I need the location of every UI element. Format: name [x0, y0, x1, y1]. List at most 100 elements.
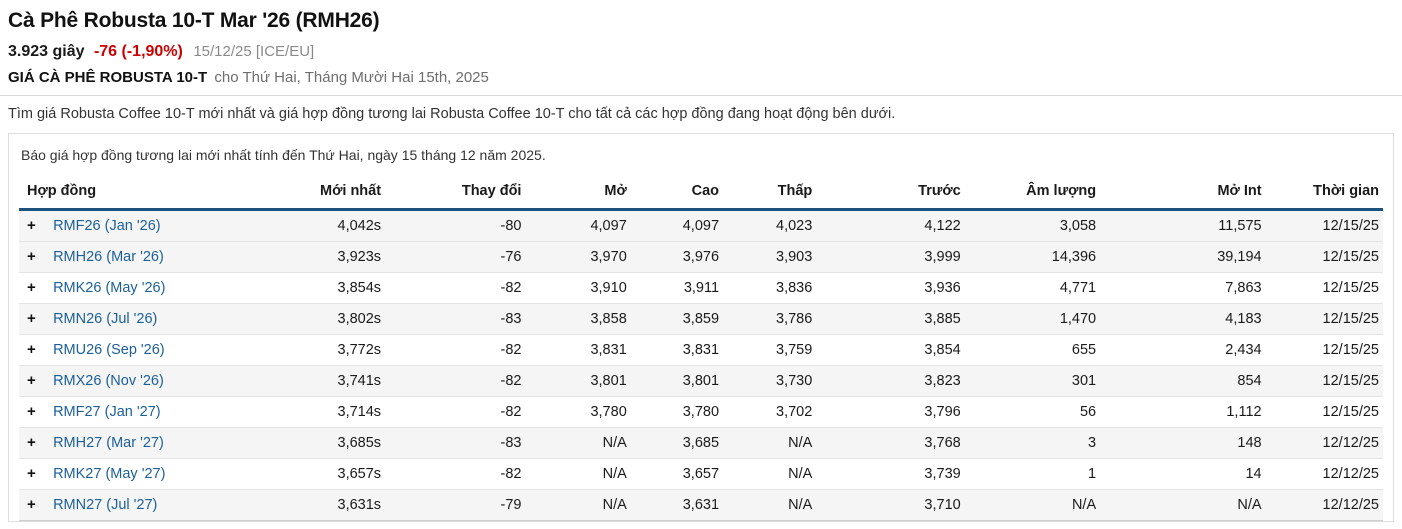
- expand-row-icon[interactable]: +: [27, 465, 36, 482]
- cell-low: 3,730: [723, 365, 817, 397]
- table-row: + RMF26 (Jan '26) 4,042s -80 4,097 4,097…: [19, 209, 1383, 242]
- cell-change: -79: [385, 489, 526, 521]
- cell-time: 12/15/25: [1265, 334, 1383, 366]
- contract-link[interactable]: RMF26 (Jan '26): [53, 218, 161, 234]
- cell-low: 3,836: [723, 272, 817, 304]
- cell-low: 3,903: [723, 241, 817, 273]
- cell-previous: 3,739: [816, 458, 965, 490]
- cell-change: -83: [385, 427, 526, 459]
- cell-open: 3,858: [525, 303, 631, 335]
- cell-time: 12/15/25: [1265, 209, 1383, 242]
- cell-high: 3,911: [630, 272, 724, 304]
- table-row: + RMN27 (Jul '27) 3,631s -79 N/A 3,631 N…: [19, 489, 1383, 521]
- cell-change: -82: [385, 334, 526, 366]
- table-row: + RMX26 (Nov '26) 3,741s -82 3,801 3,801…: [19, 365, 1383, 397]
- contract-link[interactable]: RMK26 (May '26): [53, 280, 166, 296]
- cell-last: 3,714s: [279, 396, 386, 428]
- futures-table: Hợp đồng Mới nhất Thay đổi Mở Cao Thấp T…: [19, 175, 1383, 521]
- table-row: + RMN26 (Jul '26) 3,802s -83 3,858 3,859…: [19, 303, 1383, 335]
- cell-change: -82: [385, 396, 526, 428]
- contract-link[interactable]: RMN27 (Jul '27): [53, 497, 158, 513]
- expand-row-icon[interactable]: +: [27, 279, 36, 296]
- cell-high: 3,631: [630, 489, 724, 521]
- cell-volume: 4,771: [964, 272, 1101, 304]
- contract-link[interactable]: RMH27 (Mar '27): [53, 435, 164, 451]
- expand-row-icon[interactable]: +: [27, 248, 36, 265]
- cell-high: 3,859: [630, 303, 724, 335]
- expand-row-icon[interactable]: +: [27, 434, 36, 451]
- as-of-note: Báo giá hợp đồng tương lai mới nhất tính…: [21, 147, 546, 163]
- cell-low: 4,023: [723, 209, 817, 242]
- cell-previous: 3,796: [816, 396, 965, 428]
- contract-link[interactable]: RMK27 (May '27): [53, 466, 166, 482]
- column-header-high: Cao: [630, 175, 724, 211]
- cell-openint: 14: [1100, 458, 1266, 490]
- column-header-contract: Hợp đồng: [19, 175, 280, 211]
- cell-low: 3,786: [723, 303, 817, 335]
- expand-row-icon[interactable]: +: [27, 341, 36, 358]
- expand-row-icon[interactable]: +: [27, 403, 36, 420]
- cell-time: 12/12/25: [1265, 489, 1383, 521]
- cell-high: 3,780: [630, 396, 724, 428]
- quote-date-source: 15/12/25 [ICE/EU]: [193, 43, 315, 60]
- subtitle-date: cho Thứ Hai, Tháng Mười Hai 15th, 2025: [214, 69, 489, 86]
- cell-change: -82: [385, 365, 526, 397]
- cell-time: 12/15/25: [1265, 241, 1383, 273]
- section-divider: [0, 95, 1402, 96]
- column-header-last: Mới nhất: [279, 175, 386, 211]
- cell-open: 3,801: [525, 365, 631, 397]
- cell-last: 3,741s: [279, 365, 386, 397]
- cell-previous: 3,885: [816, 303, 965, 335]
- cell-openint: 11,575: [1100, 209, 1266, 242]
- cell-high: 3,657: [630, 458, 724, 490]
- cell-volume: 301: [964, 365, 1101, 397]
- cell-last: 4,042s: [279, 209, 386, 242]
- cell-openint: 1,112: [1100, 396, 1266, 428]
- cell-change: -80: [385, 209, 526, 242]
- futures-table-body: + RMF26 (Jan '26) 4,042s -80 4,097 4,097…: [19, 209, 1383, 521]
- cell-change: -82: [385, 272, 526, 304]
- cell-last: 3,802s: [279, 303, 386, 335]
- contract-link[interactable]: RMU26 (Sep '26): [53, 342, 165, 358]
- cell-openint: 148: [1100, 427, 1266, 459]
- table-row: + RMF27 (Jan '27) 3,714s -82 3,780 3,780…: [19, 396, 1383, 428]
- page-title: Cà Phê Robusta 10-T Mar '26 (RMH26): [8, 9, 380, 32]
- cell-previous: 3,999: [816, 241, 965, 273]
- price-line: 3.923 giây -76 (-1,90%) 15/12/25 [ICE/EU…: [8, 43, 1394, 61]
- cell-volume: N/A: [964, 489, 1101, 521]
- price-change: -76 (-1,90%): [93, 43, 183, 60]
- column-header-volume: Âm lượng: [964, 175, 1101, 211]
- cell-open: N/A: [525, 427, 631, 459]
- cell-low: N/A: [723, 489, 817, 521]
- cell-openint: 7,863: [1100, 272, 1266, 304]
- expand-row-icon[interactable]: +: [27, 217, 36, 234]
- cell-time: 12/12/25: [1265, 427, 1383, 459]
- cell-volume: 3,058: [964, 209, 1101, 242]
- cell-high: 3,831: [630, 334, 724, 366]
- column-header-low: Thấp: [723, 175, 817, 211]
- column-header-open: Mở: [525, 175, 631, 211]
- contract-link[interactable]: RMF27 (Jan '27): [53, 404, 161, 420]
- cell-high: 3,976: [630, 241, 724, 273]
- cell-openint: 4,183: [1100, 303, 1266, 335]
- cell-time: 12/15/25: [1265, 365, 1383, 397]
- cell-open: 4,097: [525, 209, 631, 242]
- contract-link[interactable]: RMN26 (Jul '26): [53, 311, 158, 327]
- table-row: + RMU26 (Sep '26) 3,772s -82 3,831 3,831…: [19, 334, 1383, 366]
- contract-link[interactable]: RMX26 (Nov '26): [53, 373, 164, 389]
- cell-low: 3,702: [723, 396, 817, 428]
- expand-row-icon[interactable]: +: [27, 496, 36, 513]
- cell-previous: 3,823: [816, 365, 965, 397]
- cell-change: -76: [385, 241, 526, 273]
- cell-last: 3,772s: [279, 334, 386, 366]
- contract-link[interactable]: RMH26 (Mar '26): [53, 249, 164, 265]
- expand-row-icon[interactable]: +: [27, 372, 36, 389]
- expand-row-icon[interactable]: +: [27, 310, 36, 327]
- table-row: + RMK26 (May '26) 3,854s -82 3,910 3,911…: [19, 272, 1383, 304]
- cell-last: 3,685s: [279, 427, 386, 459]
- cell-open: 3,831: [525, 334, 631, 366]
- cell-last: 3,631s: [279, 489, 386, 521]
- cell-change: -83: [385, 303, 526, 335]
- cell-open: 3,970: [525, 241, 631, 273]
